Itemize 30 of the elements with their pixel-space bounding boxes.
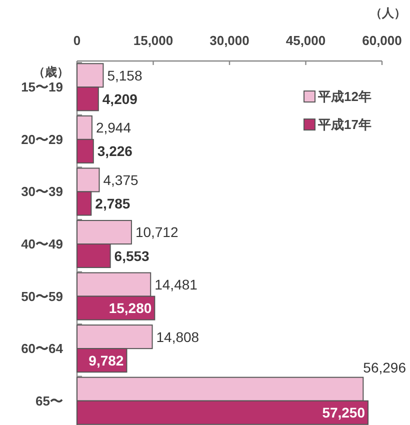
legend-label: 平成12年	[317, 89, 372, 104]
legend-label: 平成17年	[317, 117, 372, 132]
y-axis-title: （歳）	[33, 65, 69, 79]
data-label: 14,808	[156, 328, 200, 345]
data-label: 9,782	[88, 352, 124, 368]
data-label: 10,712	[135, 224, 178, 240]
data-label: 56,296	[363, 359, 406, 376]
data-label: 15,280	[108, 300, 152, 316]
y-tick-label: 50〜59	[21, 288, 63, 304]
y-tick-label: 30〜39	[21, 184, 63, 200]
y-tick-label: 15〜19	[21, 80, 63, 95]
data-label: 2,785	[95, 195, 130, 212]
y-tick-label: 65〜	[36, 393, 63, 408]
data-label: 4,375	[103, 172, 138, 188]
data-label: 5,158	[107, 67, 142, 84]
y-tick-label: 20〜29	[21, 132, 63, 147]
data-label: 6,553	[114, 248, 150, 264]
x-tick-label: 0	[73, 33, 81, 48]
x-axis-title: （人）	[370, 6, 406, 20]
y-tick-label: 60〜64	[21, 341, 64, 356]
data-label: 3,226	[97, 143, 133, 160]
data-label: 14,481	[154, 276, 198, 293]
x-tick-label: 15,000	[133, 33, 174, 48]
data-label: 4,209	[102, 90, 138, 107]
x-tick-label: 30,000	[210, 33, 250, 48]
x-tick-label: 60,000	[362, 33, 402, 48]
y-tick-label: 40〜49	[21, 236, 63, 252]
data-label: 2,944	[96, 120, 132, 136]
data-label: 57,250	[322, 404, 366, 421]
x-tick-label: 45,000	[286, 33, 326, 48]
